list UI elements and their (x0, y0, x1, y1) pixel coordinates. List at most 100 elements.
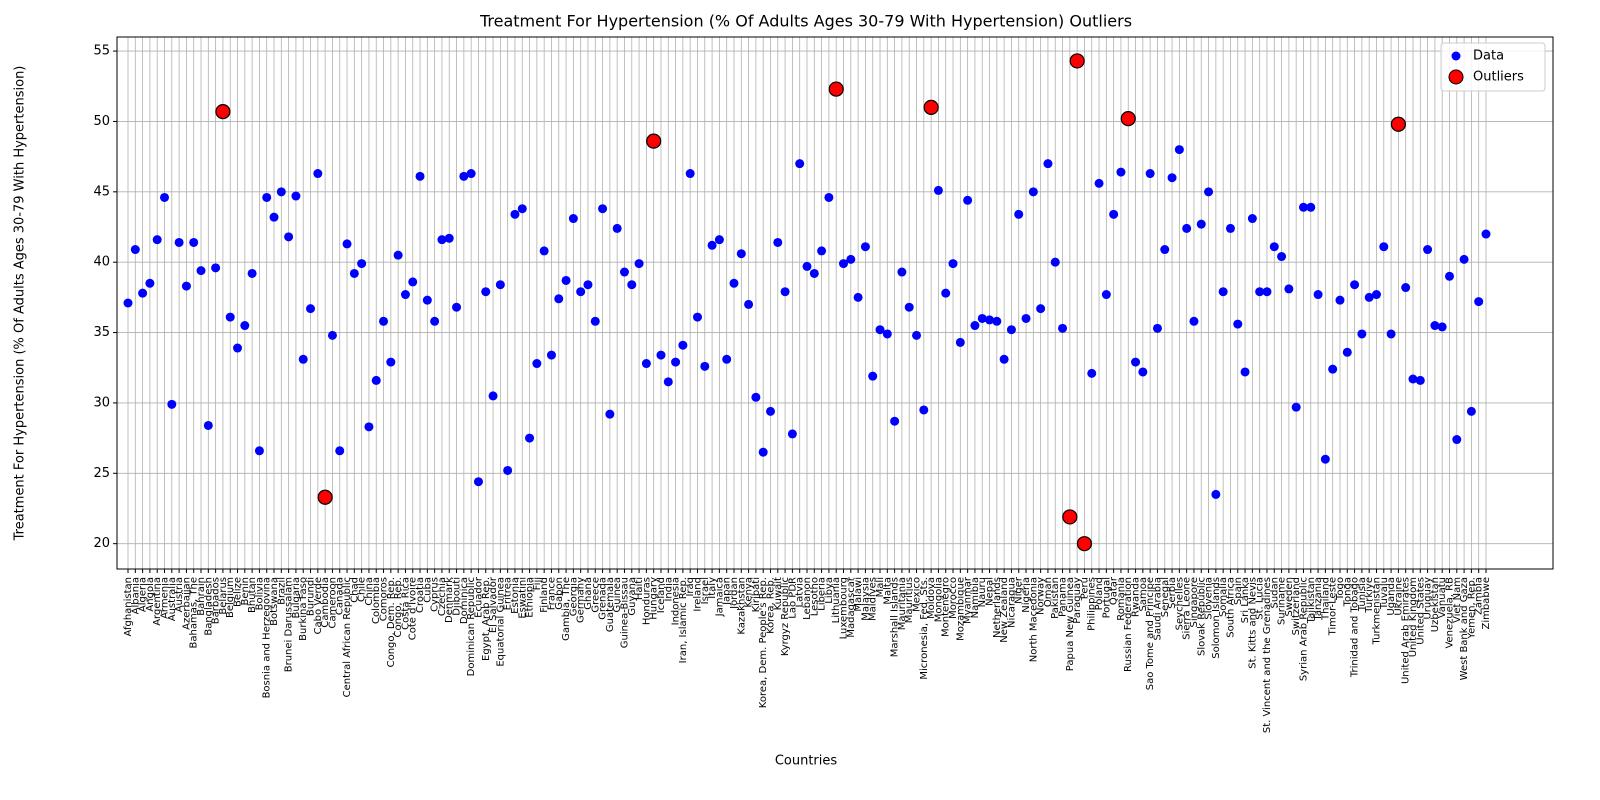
data-point (568, 214, 578, 224)
x-tick-label: Slovak Republic (1196, 577, 1207, 656)
x-tick-label: Ecuador (473, 576, 484, 618)
x-tick-label: Guatemala (605, 577, 616, 632)
x-tick-label: Bahrain (196, 577, 207, 616)
data-point (1043, 159, 1053, 169)
x-tick-label: Chad (349, 577, 360, 603)
data-point (561, 275, 571, 285)
x-tick-label: Japan (722, 577, 733, 606)
data-point (1189, 316, 1199, 326)
data-point (1262, 287, 1272, 297)
x-tick-label: Zimbabwe (1481, 577, 1492, 630)
x-tick-label: Haiti (634, 577, 645, 600)
data-point (298, 354, 308, 364)
data-point (437, 235, 447, 245)
x-tick-label: United Kingdom (1408, 577, 1419, 657)
x-tick-label: Canada (335, 577, 346, 615)
data-point (510, 209, 520, 219)
x-tick-label: Guyana (627, 577, 638, 616)
x-tick-label: Rwanda (1131, 577, 1142, 617)
x-tick-label: Vanuatu (1437, 577, 1448, 618)
x-tick-label: Belize (233, 577, 244, 607)
data-point (269, 212, 279, 222)
data-point (765, 406, 775, 416)
x-tick-label: Belgium (225, 577, 236, 618)
data-point (1087, 368, 1097, 378)
outlier-point (215, 103, 231, 120)
data-point (1379, 242, 1389, 252)
data-point (1138, 367, 1148, 377)
x-tick-label: Panama (1058, 577, 1069, 617)
x-tick-label: Dominica (459, 577, 470, 624)
data-point (488, 391, 498, 401)
data-point (1152, 323, 1162, 333)
data-point (459, 171, 469, 181)
x-tick-label: Estonia (510, 577, 521, 614)
x-tick-label: Luxembourg (839, 577, 850, 639)
data-point (619, 267, 629, 277)
x-tick-label: United States (1415, 577, 1426, 645)
data-point (919, 405, 929, 415)
x-tick-label: Eritrea (503, 577, 514, 610)
data-point (1342, 347, 1352, 357)
x-tick-label: Spain (1233, 577, 1244, 605)
legend-marker (1451, 51, 1461, 61)
x-tick-label: Lao PDR (787, 577, 798, 619)
legend: Data Outliers (1440, 42, 1546, 92)
data-point (1284, 284, 1294, 294)
data-point (196, 266, 206, 276)
data-point (999, 354, 1009, 364)
x-tick-label: Russian Federation (1123, 577, 1134, 672)
data-point (590, 316, 600, 326)
data-point (422, 295, 432, 305)
x-tick-label: Fiji (532, 577, 543, 590)
x-tick-label: Madagascar (846, 576, 857, 638)
x-tick-label: Cabo Verde (313, 577, 324, 634)
data-point (1174, 145, 1184, 155)
data-point (1474, 297, 1484, 307)
data-point (802, 261, 812, 271)
x-tick-label: Nicaragua (1006, 577, 1017, 628)
data-point (744, 299, 754, 309)
data-point (452, 302, 462, 312)
x-tick-label: Mauritania (897, 577, 908, 630)
y-tick-label: 40 (93, 255, 110, 270)
data-point (1036, 304, 1046, 314)
data-point (1116, 167, 1126, 177)
x-tick-label: North Macedonia (1028, 577, 1039, 662)
x-tick-label: Djibouti (452, 577, 463, 616)
x-tick-label: Colombia (371, 577, 382, 624)
outlier-point (1120, 111, 1136, 127)
data-point (1437, 322, 1447, 332)
x-tick-label: Venezuela, RB (1444, 577, 1455, 649)
data-point (503, 465, 513, 475)
data-point (495, 280, 505, 290)
x-tick-label: Morocco (948, 577, 959, 619)
x-tick-label: Netherlands (992, 577, 1003, 638)
x-tick-label: Myanmar (963, 576, 974, 624)
data-point (1160, 245, 1170, 255)
data-point (598, 204, 608, 214)
data-point (692, 312, 702, 322)
data-point (1255, 287, 1265, 297)
x-tick-label: Chile (357, 577, 368, 602)
data-point (627, 280, 637, 290)
x-tick-label: Hungary (649, 577, 660, 620)
data-point (707, 240, 717, 250)
x-tick-label: Lithuania (831, 577, 842, 623)
x-tick-label: Comoros (379, 577, 390, 621)
data-point (517, 204, 527, 214)
data-point (1145, 169, 1155, 179)
x-tick-label: Romania (1116, 577, 1127, 621)
y-axis-label: Treatment For Hypertension (% Of Adults … (13, 66, 28, 542)
data-point (291, 191, 301, 201)
data-point (364, 422, 374, 432)
data-point (1204, 187, 1214, 197)
x-tick-label: Pakistan (1050, 577, 1061, 619)
legend-marker (1448, 69, 1464, 85)
x-tick-label: France (546, 577, 557, 610)
x-tick-label: Belarus (218, 577, 229, 615)
data-point (306, 304, 316, 314)
x-tick-label: Czechia (437, 577, 448, 616)
x-tick-label: Kenya (744, 577, 755, 608)
x-tick-label: Azerbaijan (181, 577, 192, 630)
